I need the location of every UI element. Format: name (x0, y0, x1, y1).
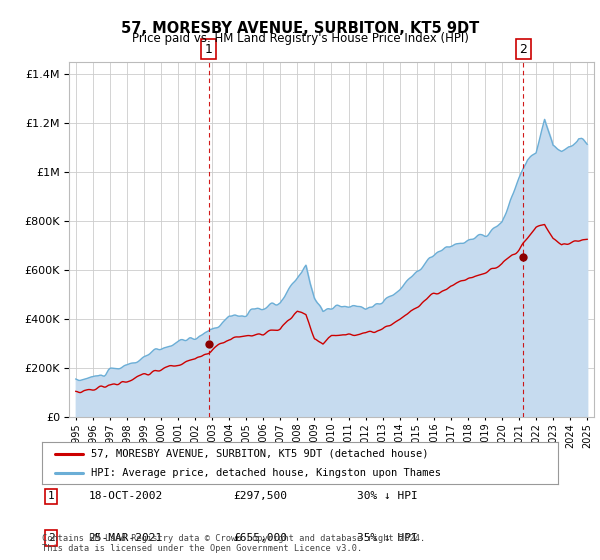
Text: 2: 2 (48, 533, 55, 543)
Text: 2: 2 (520, 43, 527, 55)
Text: 18-OCT-2002: 18-OCT-2002 (88, 491, 163, 501)
Text: 1: 1 (205, 43, 213, 55)
Text: £655,000: £655,000 (233, 533, 287, 543)
Text: 35% ↓ HPI: 35% ↓ HPI (357, 533, 418, 543)
Text: £297,500: £297,500 (233, 491, 287, 501)
Text: 1: 1 (48, 491, 55, 501)
Text: 25-MAR-2021: 25-MAR-2021 (88, 533, 163, 543)
Text: Contains HM Land Registry data © Crown copyright and database right 2024.
This d: Contains HM Land Registry data © Crown c… (42, 534, 425, 553)
Text: 57, MORESBY AVENUE, SURBITON, KT5 9DT (detached house): 57, MORESBY AVENUE, SURBITON, KT5 9DT (d… (91, 449, 428, 459)
Text: 30% ↓ HPI: 30% ↓ HPI (357, 491, 418, 501)
Text: Price paid vs. HM Land Registry's House Price Index (HPI): Price paid vs. HM Land Registry's House … (131, 32, 469, 45)
Text: HPI: Average price, detached house, Kingston upon Thames: HPI: Average price, detached house, King… (91, 468, 441, 478)
Text: 57, MORESBY AVENUE, SURBITON, KT5 9DT: 57, MORESBY AVENUE, SURBITON, KT5 9DT (121, 21, 479, 36)
